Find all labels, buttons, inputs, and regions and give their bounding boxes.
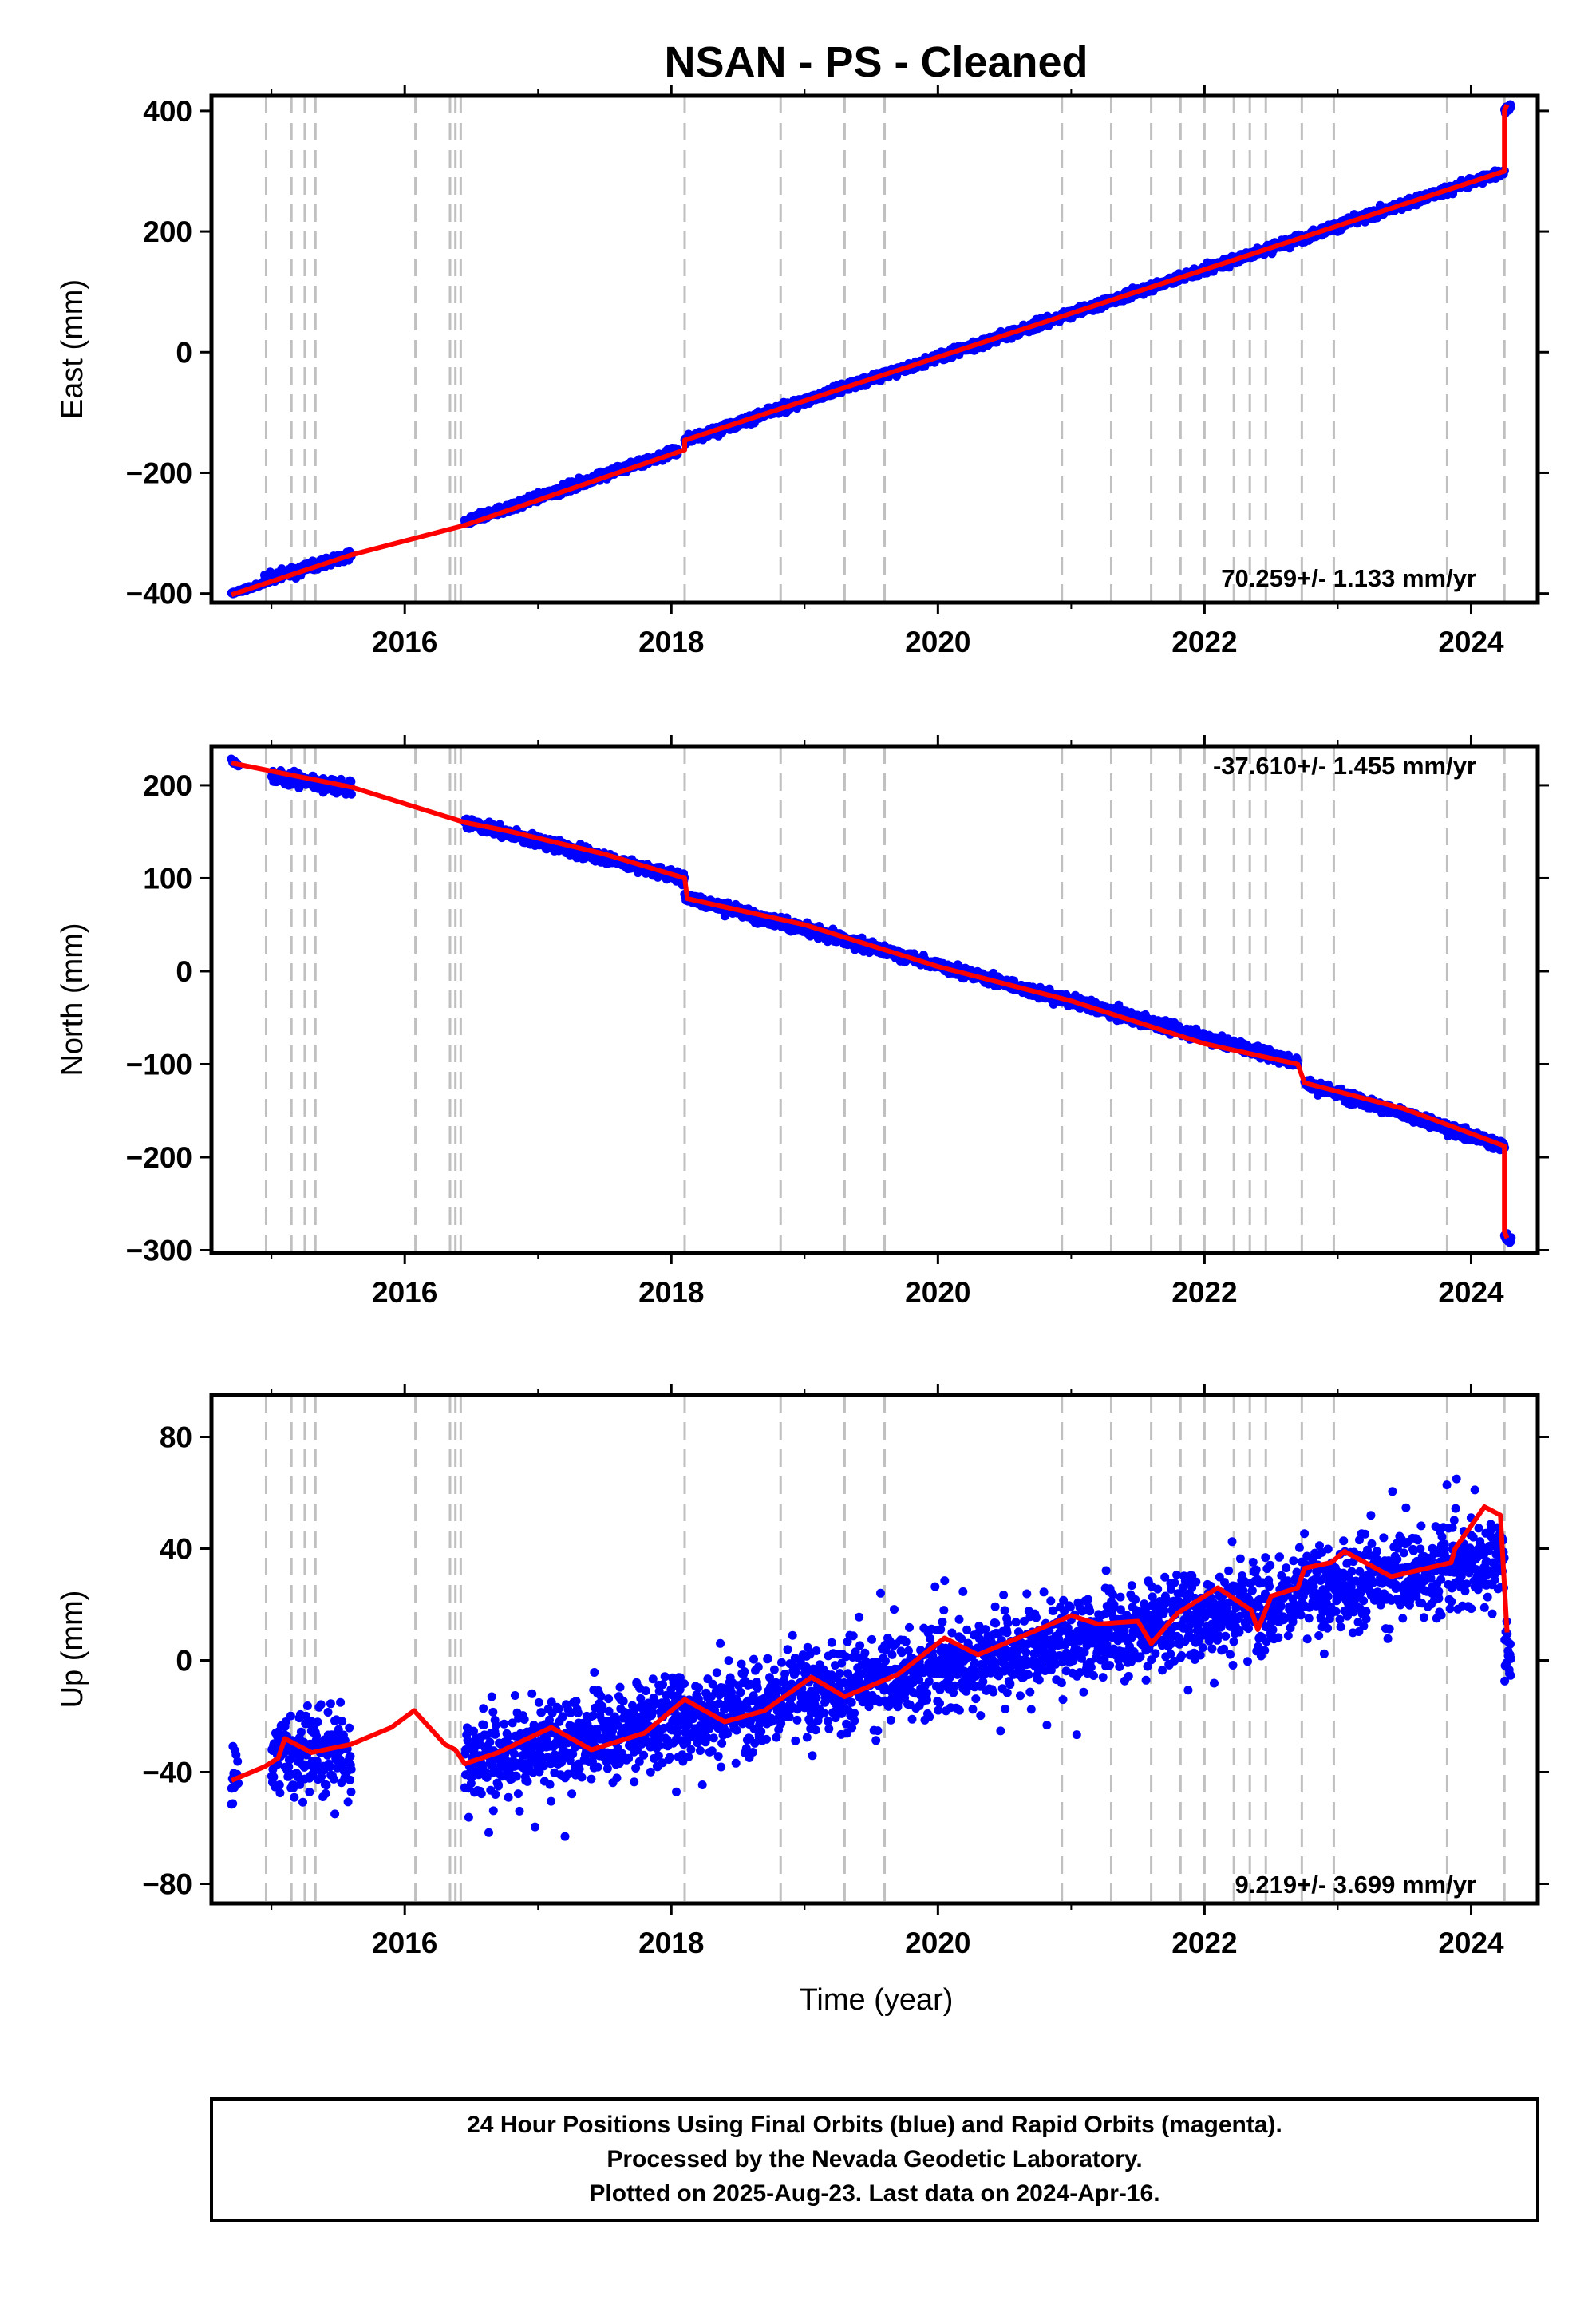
east-y-ticks: −400 −200 0 200 400 (126, 95, 1549, 611)
east-panel: 2016 2018 2020 2022 2024 −400 −200 0 200 400 East … (56, 85, 1549, 658)
north-data-points (227, 754, 1516, 1247)
break-lines (264, 96, 1506, 603)
y-tick-label: 400 (143, 95, 192, 128)
east-y-axis-label: East (mm) (56, 279, 89, 419)
y-tick-label: 0 (176, 336, 192, 369)
east-model-line (231, 104, 1510, 598)
east-rate-label: 70.259+/- 1.133 mm/yr (1221, 564, 1476, 592)
y-tick-label: −200 (126, 456, 192, 489)
y-tick-label: 200 (143, 215, 192, 248)
x-tick-label: 2018 (638, 626, 704, 658)
x-tick-label: 2022 (1171, 626, 1237, 658)
y-tick-label: −400 (126, 578, 192, 611)
data-point (346, 789, 356, 799)
break-lines (264, 746, 1506, 1253)
x-tick-label: 2016 (372, 626, 437, 658)
east-data-points (227, 100, 1515, 599)
x-tick-label: 2024 (1438, 626, 1504, 658)
x-tick-label: 2020 (905, 626, 970, 658)
figure-title: NSAN - PS - Cleaned (664, 38, 1088, 86)
north-panel: 2016 2018 2020 2022 2024−300−200−1000100200N… (56, 735, 1549, 1309)
east-plot-frame (209, 93, 1540, 605)
